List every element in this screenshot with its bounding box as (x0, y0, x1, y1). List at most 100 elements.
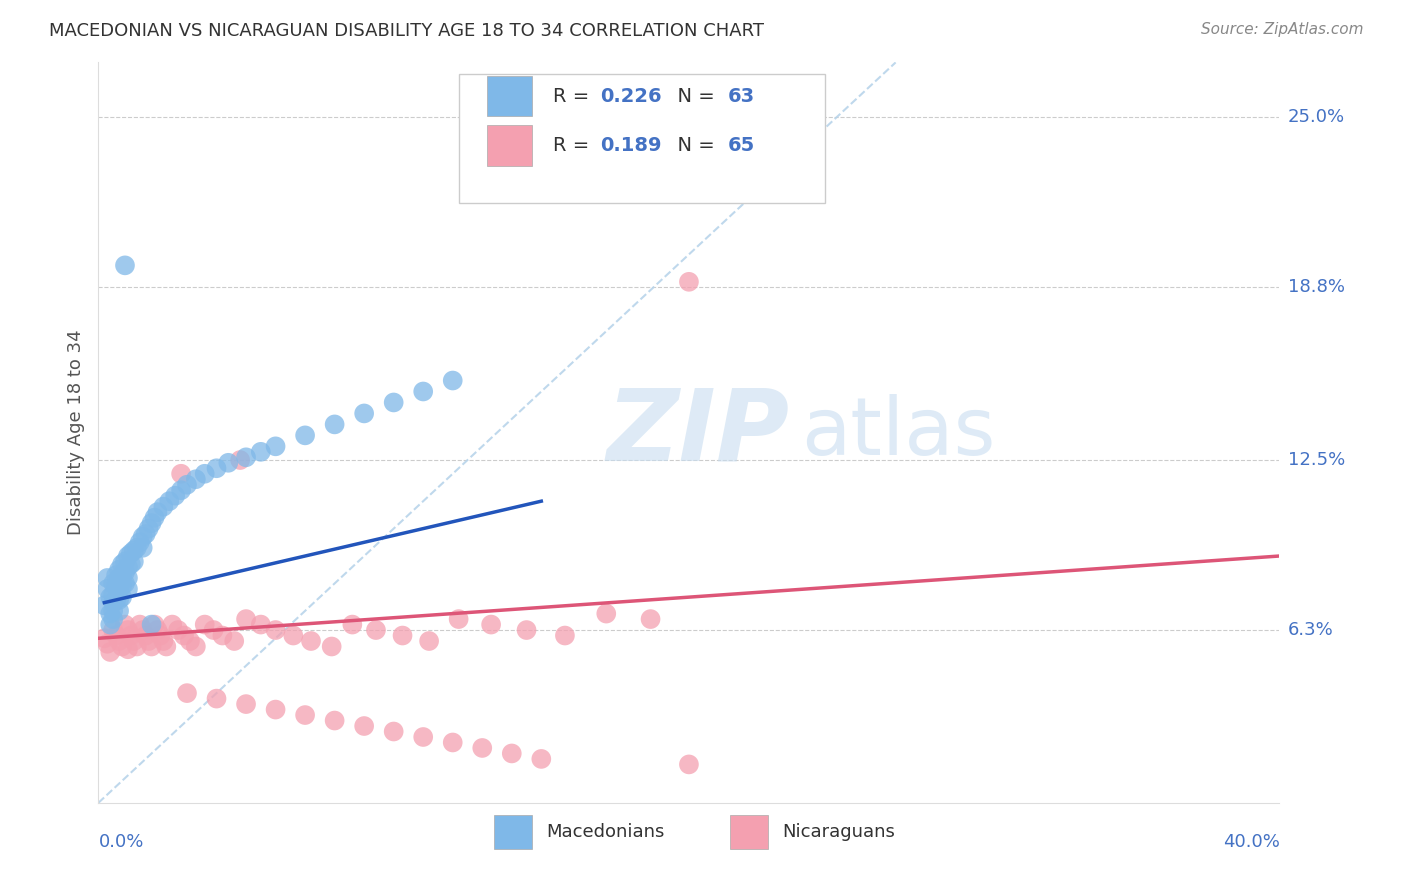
Point (264, 439, 287, 453)
Point (235, 697, 257, 711)
Point (105, 593, 128, 607)
Text: R =: R = (553, 87, 596, 105)
Point (184, 472, 207, 486)
Point (501, 747, 523, 761)
Point (412, 730, 434, 744)
Point (141, 640, 163, 654)
Text: 63: 63 (728, 87, 755, 105)
Point (235, 450, 257, 465)
Point (132, 623, 155, 637)
Text: N =: N = (665, 87, 721, 105)
Point (111, 579, 134, 593)
Point (391, 628, 413, 642)
FancyBboxPatch shape (730, 815, 768, 848)
Point (108, 571, 131, 585)
Point (117, 560, 139, 574)
Point (114, 566, 136, 580)
Point (120, 546, 142, 560)
Text: 25.0%: 25.0% (1288, 108, 1346, 127)
Point (98, 590, 121, 604)
Point (152, 500, 174, 514)
Point (111, 640, 134, 654)
Text: 0.189: 0.189 (600, 136, 662, 155)
FancyBboxPatch shape (486, 76, 531, 117)
Point (111, 558, 134, 572)
Point (103, 612, 125, 626)
Point (205, 691, 228, 706)
Point (217, 456, 239, 470)
Point (105, 579, 128, 593)
Point (108, 563, 131, 577)
Point (117, 582, 139, 596)
Point (250, 617, 273, 632)
Point (117, 642, 139, 657)
Point (294, 428, 316, 442)
Point (194, 617, 217, 632)
Point (138, 634, 160, 648)
Text: MACEDONIAN VS NICARAGUAN DISABILITY AGE 18 TO 34 CORRELATION CHART: MACEDONIAN VS NICARAGUAN DISABILITY AGE … (49, 22, 765, 40)
Point (162, 617, 183, 632)
Text: 6.3%: 6.3% (1288, 621, 1333, 639)
Point (141, 516, 163, 530)
Point (105, 628, 128, 642)
Text: atlas: atlas (801, 393, 995, 472)
Point (176, 477, 198, 491)
Point (640, 612, 662, 626)
Point (120, 628, 142, 642)
Point (114, 554, 136, 568)
Point (205, 461, 228, 475)
Point (114, 576, 136, 591)
Point (479, 617, 502, 632)
Point (111, 568, 134, 582)
Point (141, 617, 163, 632)
Point (294, 708, 316, 723)
FancyBboxPatch shape (494, 815, 531, 848)
Point (382, 724, 405, 739)
Text: 0.226: 0.226 (600, 87, 662, 105)
Point (117, 549, 139, 563)
Point (176, 686, 198, 700)
Point (202, 623, 225, 637)
Point (235, 612, 257, 626)
Point (194, 467, 217, 481)
Y-axis label: Disability Age 18 to 34: Disability Age 18 to 34 (66, 330, 84, 535)
Point (170, 483, 193, 498)
Point (152, 634, 174, 648)
Point (321, 640, 343, 654)
FancyBboxPatch shape (486, 126, 531, 166)
Point (143, 617, 166, 632)
Text: 12.5%: 12.5% (1288, 451, 1346, 469)
Point (299, 634, 322, 648)
Point (103, 596, 125, 610)
Point (516, 623, 538, 637)
Text: Macedonians: Macedonians (546, 823, 665, 841)
Point (229, 453, 252, 467)
Text: 0.0%: 0.0% (98, 833, 143, 851)
Point (98, 607, 121, 621)
Point (98, 617, 121, 632)
Point (441, 374, 464, 388)
Point (103, 623, 125, 637)
Point (98, 645, 121, 659)
Point (93, 632, 115, 646)
Point (114, 617, 136, 632)
Text: R =: R = (553, 136, 596, 155)
Point (135, 628, 157, 642)
Point (165, 489, 187, 503)
Point (353, 719, 375, 733)
Point (173, 628, 195, 642)
Point (111, 590, 134, 604)
Point (128, 535, 150, 549)
Point (224, 634, 246, 648)
Point (122, 634, 145, 648)
Point (146, 505, 169, 519)
Point (678, 275, 700, 289)
Point (264, 623, 287, 637)
Point (122, 554, 145, 568)
Point (105, 568, 128, 582)
Point (103, 576, 125, 591)
Point (135, 527, 157, 541)
Point (120, 558, 142, 572)
Point (323, 714, 346, 728)
Point (125, 640, 148, 654)
